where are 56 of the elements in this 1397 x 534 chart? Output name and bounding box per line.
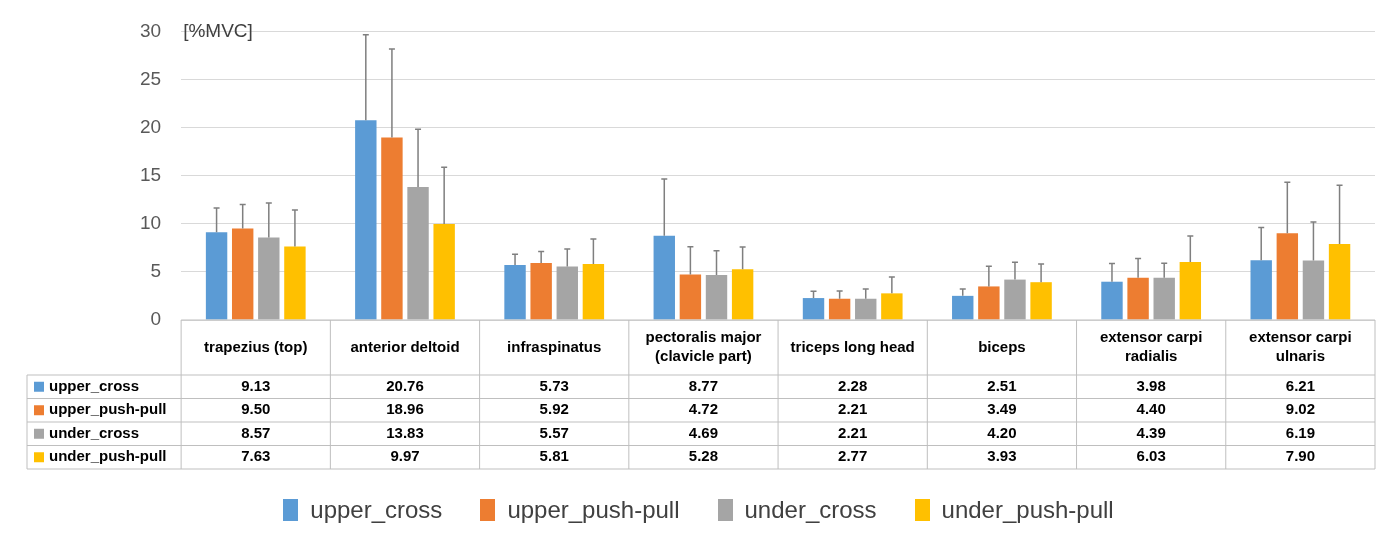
data-label: 5.73 — [539, 376, 569, 394]
data-label: 8.57 — [241, 423, 271, 441]
data-label: 2.21 — [838, 400, 868, 418]
data-label: 3.49 — [987, 400, 1017, 418]
x-tick-label: biceps — [978, 337, 1026, 355]
data-label: 9.02 — [1285, 400, 1315, 418]
data-label: 4.72 — [688, 400, 719, 418]
data-label: 4.39 — [1136, 423, 1166, 441]
y-tick-label: 15 — [139, 163, 162, 185]
data-label: 18.96 — [386, 400, 424, 418]
data-label: 5.92 — [539, 400, 569, 418]
data-label: 2.51 — [987, 376, 1017, 394]
text: upper_push-pull — [507, 496, 680, 523]
y-tick-label: 0 — [150, 308, 162, 330]
x-tick-label: anterior deltoid — [350, 337, 460, 355]
y-tick-label: 20 — [139, 115, 162, 137]
data-label: 7.90 — [1285, 447, 1315, 465]
text: upper_cross — [310, 496, 443, 523]
data-label: 4.40 — [1136, 400, 1166, 418]
data-label: 4.69 — [688, 423, 719, 441]
data-label: 5.57 — [539, 423, 569, 441]
x-tick-label: infraspinatus — [507, 337, 602, 355]
x-tick-label: triceps long head — [790, 337, 915, 355]
data-label: 6.03 — [1136, 447, 1166, 465]
data-label: 5.28 — [688, 447, 719, 465]
text: under_cross — [744, 496, 877, 523]
data-label: 9.97 — [390, 447, 420, 465]
data-label: 6.21 — [1285, 376, 1315, 394]
x-tick-label: extensor carpi radialis — [1099, 328, 1203, 365]
legend-label: upper_cross — [49, 376, 140, 394]
y-tick-label: 10 — [139, 212, 162, 234]
data-label: 4.20 — [987, 423, 1017, 441]
y-tick-label: 30 — [139, 19, 162, 41]
x-tick-label: pectoralis major (clavicle part) — [645, 328, 762, 365]
data-label: 8.77 — [688, 376, 719, 394]
y-tick-label: 25 — [139, 67, 162, 89]
data-label: 3.93 — [987, 447, 1017, 465]
data-label: 9.13 — [241, 376, 271, 394]
data-label: 2.21 — [838, 423, 868, 441]
data-label: 2.28 — [838, 376, 868, 394]
y-tick-label: 5 — [150, 260, 162, 282]
x-tick-label: extensor carpi ulnaris — [1249, 328, 1352, 365]
data-label: 2.77 — [838, 447, 868, 465]
data-label: 7.63 — [241, 447, 271, 465]
y-axis-title: [%MVC] — [183, 19, 253, 41]
data-label: 13.83 — [386, 423, 424, 441]
legend-label: under_cross — [49, 423, 140, 441]
data-label: 5.81 — [539, 447, 569, 465]
text: under_push-pull — [941, 496, 1114, 523]
data-label: 6.19 — [1285, 423, 1315, 441]
data-label: 9.50 — [241, 400, 271, 418]
data-label: 3.98 — [1136, 376, 1166, 394]
legend-label: upper_push-pull — [49, 400, 167, 418]
x-tick-label: trapezius (top) — [204, 337, 308, 355]
legend-label: under_push-pull — [49, 447, 167, 465]
data-label: 20.76 — [386, 376, 424, 394]
